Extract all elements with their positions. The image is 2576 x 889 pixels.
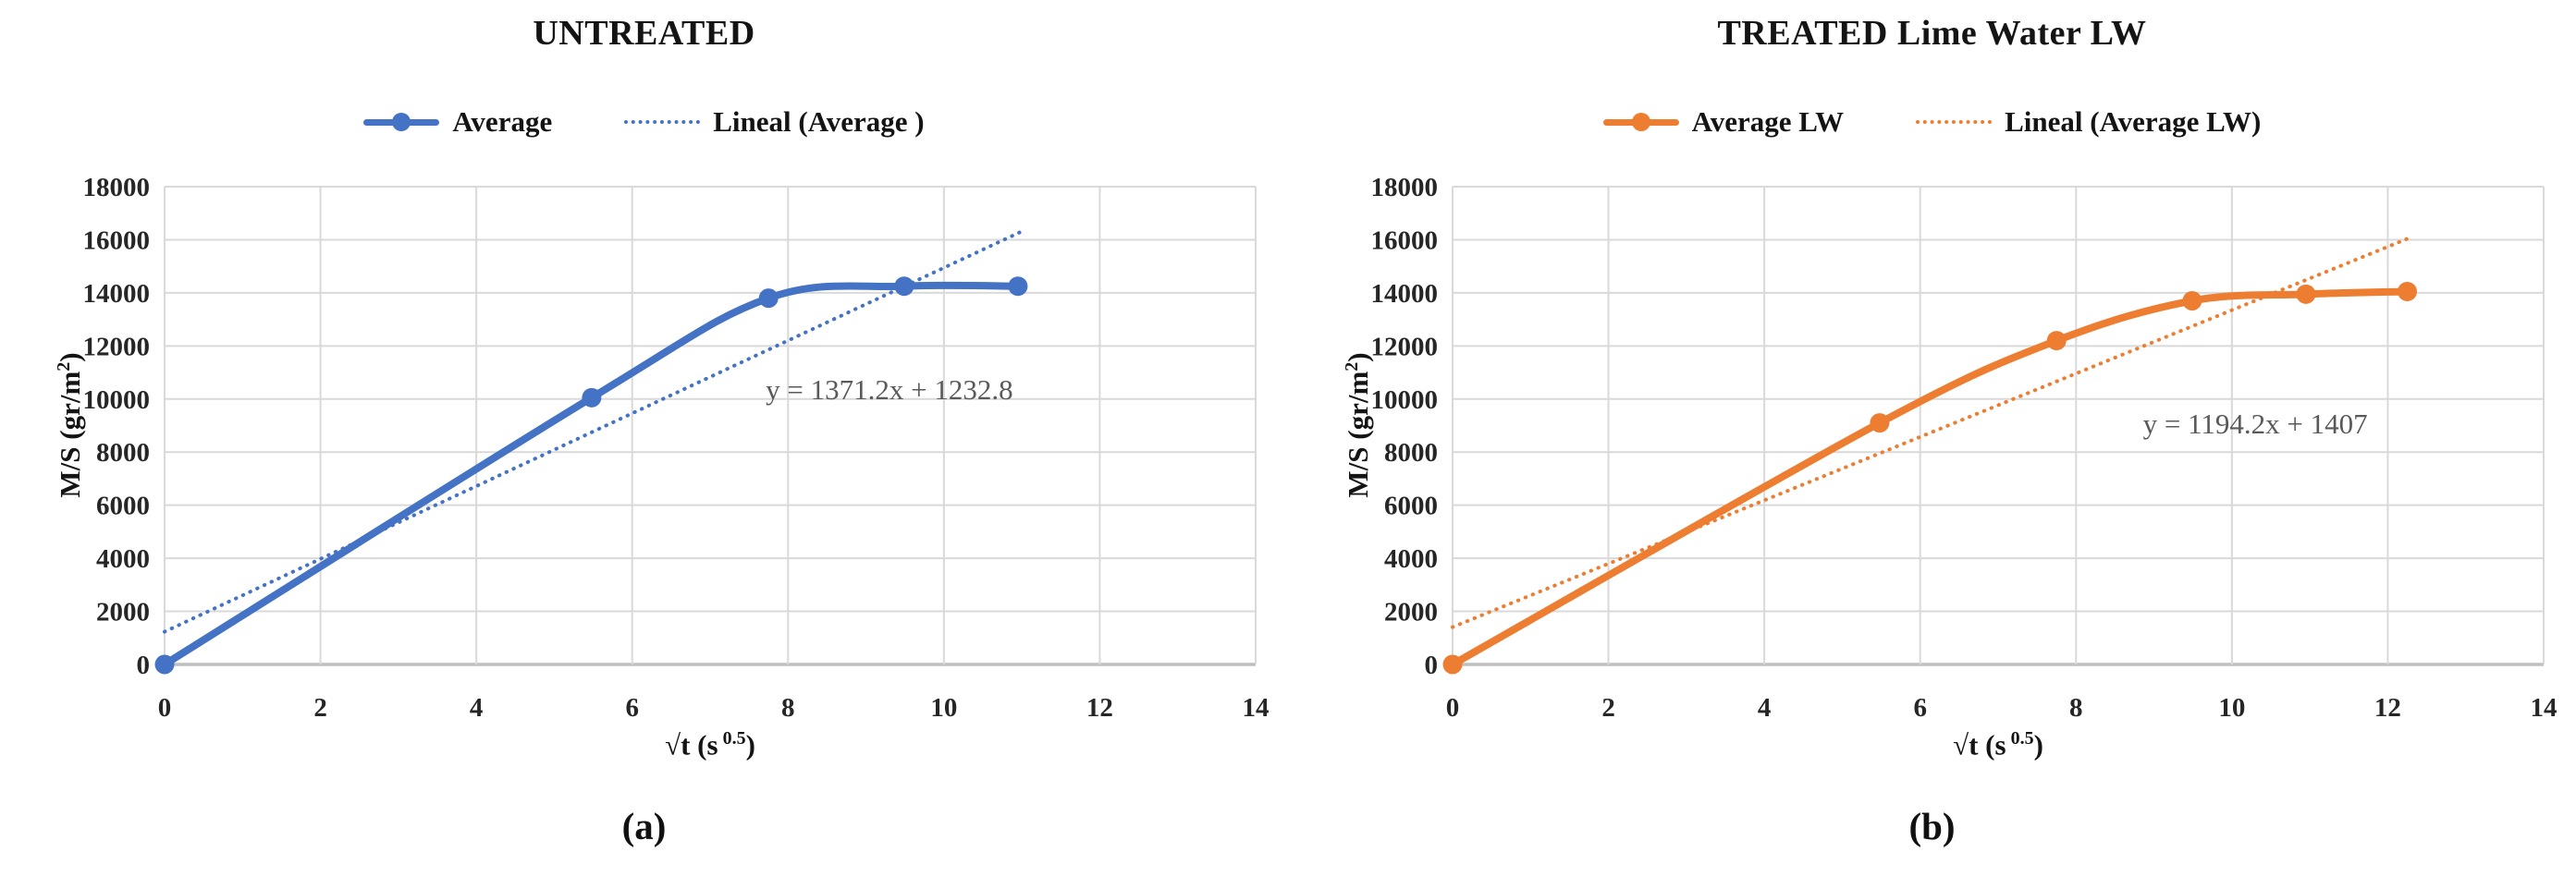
legend: Average LW Lineal (Average LW) [1288,100,2576,144]
legend-item-average: Average [363,105,552,139]
x-axis-title-sup: 0.5 [722,728,746,749]
y-tick-label: 14000 [83,279,151,309]
chart-panel-treated: TREATED Lime Water LW Average LW Lineal … [1288,0,2576,889]
legend-item-lineal-lw: Lineal (Average LW) [1916,105,2261,139]
chart-panel-untreated: UNTREATED Average Lineal (Average ) M/S … [0,14,1288,847]
x-axis-title-text: √t (s [1953,728,2006,761]
y-tick-label: 12000 [1371,332,1439,361]
data-point-marker [2296,284,2316,304]
y-tick-label: 2000 [1384,598,1438,627]
legend: Average Lineal (Average ) [0,100,1288,144]
data-point-marker [1008,276,1028,297]
x-tick-label: 10 [2218,693,2245,723]
data-point-marker [2046,331,2067,351]
trendline [163,229,1024,634]
series-line [1449,287,2411,668]
x-tick-label: 0 [1446,693,1460,723]
data-point-marker [758,288,779,309]
solid-line-marker-icon [363,113,440,131]
marker-dot-icon [1631,113,1650,131]
legend-label-average-lw: Average LW [1691,105,1845,138]
plot-area-untreated: y = 1371.2x + 1232.802000400060008000100… [83,173,1270,723]
y-tick-label: 10000 [1371,385,1439,415]
data-point-marker [894,276,914,297]
plot-area-treated: y = 1194.2x + 1407 0 2000 4000 6000 8000 10000… [1371,173,2558,723]
y-tick-label: 8000 [96,438,150,468]
x-tick-label: 6 [1913,693,1927,723]
series-line [161,281,1022,668]
data-point-marker [2398,281,2417,301]
legend-label-lineal: Lineal (Average ) [713,105,925,138]
y-tick-label: 18000 [83,173,151,202]
x-tick-label: 0 [158,693,172,723]
panel-caption-a: (a) [621,805,667,847]
x-axis-title-suffix: ) [2033,728,2043,761]
equation-label: y = 1371.2x + 1232.8 [766,373,1012,406]
y-tick-label: 12000 [83,332,151,361]
data-point-marker [154,654,175,675]
x-tick-label: 12 [1086,693,1113,723]
x-tick-label: 14 [1243,693,1270,723]
legend-item-average-lw: Average LW [1602,105,1845,139]
y-tick-label: 4000 [1384,544,1438,574]
data-point-marker [582,387,602,408]
y-tick-label: 18000 [1371,173,1439,202]
legend-item-lineal: Lineal (Average ) [624,105,925,139]
x-tick-label: 8 [781,693,795,723]
y-tick-label: 16000 [1371,225,1439,255]
x-axis-title: √t (s 0.5) [165,728,1256,761]
y-tick-label: 0 [137,651,151,680]
x-axis-title: √t (s 0.5) [1453,728,2544,761]
data-point-marker [1870,413,1890,433]
y-tick-label: 8000 [1384,438,1438,468]
y-tick-label: 10000 [83,385,151,415]
marker-dot-icon [392,113,411,131]
panel-caption-b: (b) [1908,805,1956,847]
y-tick-label: 6000 [1384,492,1438,521]
x-tick-label: 2 [1601,693,1615,723]
x-tick-label: 8 [2069,693,2083,723]
legend-label-average: Average [452,105,553,138]
data-point-marker [2182,291,2202,311]
chart-title: TREATED Lime Water LW [1717,14,2147,53]
y-tick-label: 0 [1425,651,1439,680]
y-tick-label: 14000 [1371,279,1439,309]
y-tick-label: 2000 [96,598,150,627]
y-tick-label: 4000 [96,544,150,574]
x-axis-title-sup: 0.5 [2010,728,2034,749]
chart-title: UNTREATED [533,14,755,53]
x-tick-label: 12 [2374,693,2401,723]
y-tick-label: 16000 [83,225,151,255]
x-axis-title-suffix: ) [745,728,755,761]
x-axis-title-text: √t (s [665,728,718,761]
solid-line-marker-icon [1602,113,1679,131]
equation-label: y = 1194.2x + 1407 [2143,408,2368,440]
x-tick-label: 6 [625,693,639,723]
legend-label-lineal-lw: Lineal (Average LW) [2005,105,2262,138]
y-tick-label: 6000 [96,492,150,521]
trendline [1451,235,2413,629]
x-tick-label: 10 [930,693,957,723]
dotted-line-icon [1916,120,1993,124]
x-tick-label: 2 [313,693,327,723]
x-tick-label: 4 [470,693,484,723]
x-tick-label: 14 [2531,693,2558,723]
x-tick-label: 4 [1758,693,1772,723]
dotted-line-icon [624,120,701,124]
data-point-marker [1442,654,1463,675]
